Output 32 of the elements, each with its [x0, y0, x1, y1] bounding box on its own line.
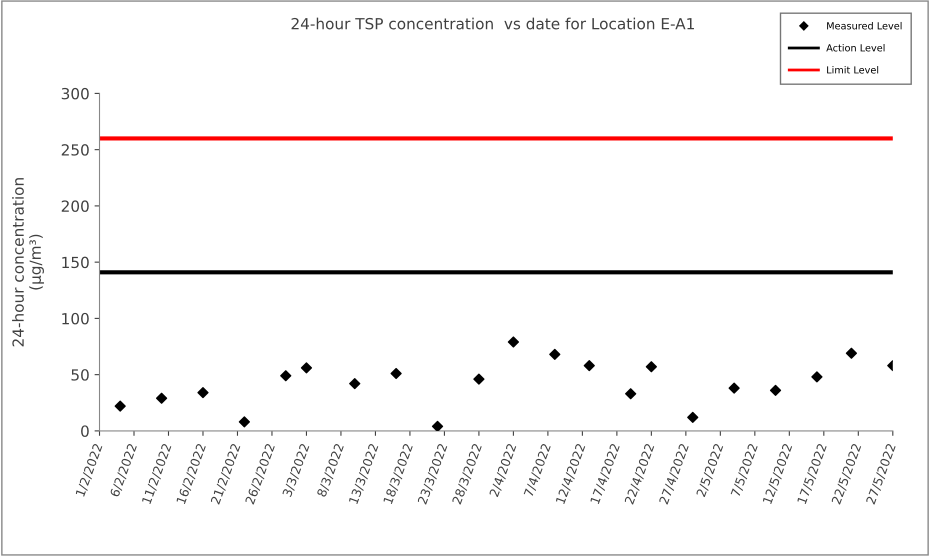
y-axis-title: 24-hour concentration (µg/m³) [12, 178, 44, 346]
point [508, 336, 520, 348]
y-tick-label: 150 [62, 256, 89, 268]
point [646, 361, 657, 372]
point [728, 382, 740, 394]
y-tick-label: 0 [81, 425, 89, 437]
point [197, 387, 209, 398]
y-tick-label: 50 [72, 369, 89, 381]
point [770, 384, 782, 396]
point [156, 392, 168, 404]
point [238, 416, 250, 428]
point [584, 360, 595, 372]
point [625, 388, 636, 400]
y-tick-label: 100 [62, 312, 89, 324]
point [473, 374, 485, 385]
point [432, 420, 444, 431]
point [549, 348, 560, 360]
point [687, 412, 698, 424]
point [811, 371, 823, 383]
legend-label: Action Level [826, 44, 884, 52]
y-tick-label: 300 [62, 88, 89, 100]
chart-title: 24-hour TSP concentration vs date for Location E-A1 [292, 18, 694, 30]
y-tick-label: 200 [62, 200, 89, 212]
point [280, 370, 292, 382]
y-tick-label: 250 [62, 144, 89, 156]
legend-label: Limit Level [827, 66, 878, 74]
point [846, 348, 858, 359]
legend-label: Measured Level [827, 22, 902, 30]
point [349, 378, 360, 390]
point [300, 362, 312, 374]
point [114, 400, 126, 412]
point [390, 368, 402, 380]
